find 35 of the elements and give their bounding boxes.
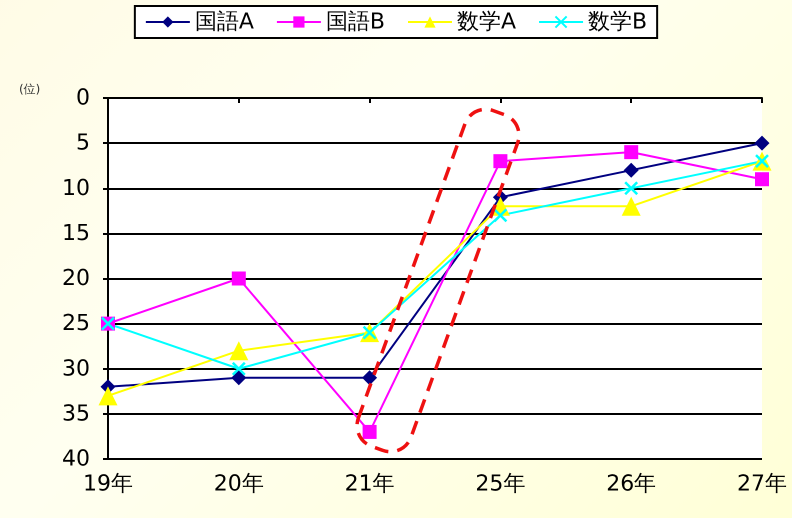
x-tick-label: 21年 [344, 472, 395, 496]
y-tick-label: 25 [62, 311, 90, 336]
point [232, 272, 246, 286]
legend-label: 数学B [588, 10, 648, 34]
point [624, 181, 638, 196]
point [232, 362, 246, 376]
legend-label: 国語A [194, 10, 254, 34]
point [229, 341, 248, 360]
y-tick-label: 20 [62, 266, 90, 291]
x-tick-label: 19年 [83, 472, 133, 496]
x-tick-label: 20年 [214, 472, 264, 496]
point [624, 162, 639, 178]
y-tick-label: 35 [62, 401, 90, 426]
point [755, 172, 769, 186]
point [493, 208, 508, 223]
x-tick-label: 26年 [606, 472, 656, 496]
point [231, 370, 246, 386]
x-tick-label: 27年 [737, 472, 787, 496]
legend-label: 国語B [326, 10, 385, 34]
x-tick-label: 25年 [475, 472, 526, 496]
y-tick-label: 30 [62, 356, 90, 382]
y-tick-label: 15 [62, 220, 90, 246]
point [98, 386, 118, 406]
y-tick-label: 0 [76, 86, 90, 110]
legend-label: 数学A [457, 10, 516, 34]
y-axis-title: (位) [19, 82, 40, 96]
point [362, 370, 378, 386]
y-tick-label: 40 [62, 446, 90, 472]
point [362, 424, 377, 439]
y-tick-label: 5 [76, 130, 90, 156]
point [493, 154, 508, 168]
point [622, 196, 641, 216]
point [754, 136, 770, 151]
point [624, 145, 638, 160]
y-tick-label: 10 [62, 176, 90, 201]
